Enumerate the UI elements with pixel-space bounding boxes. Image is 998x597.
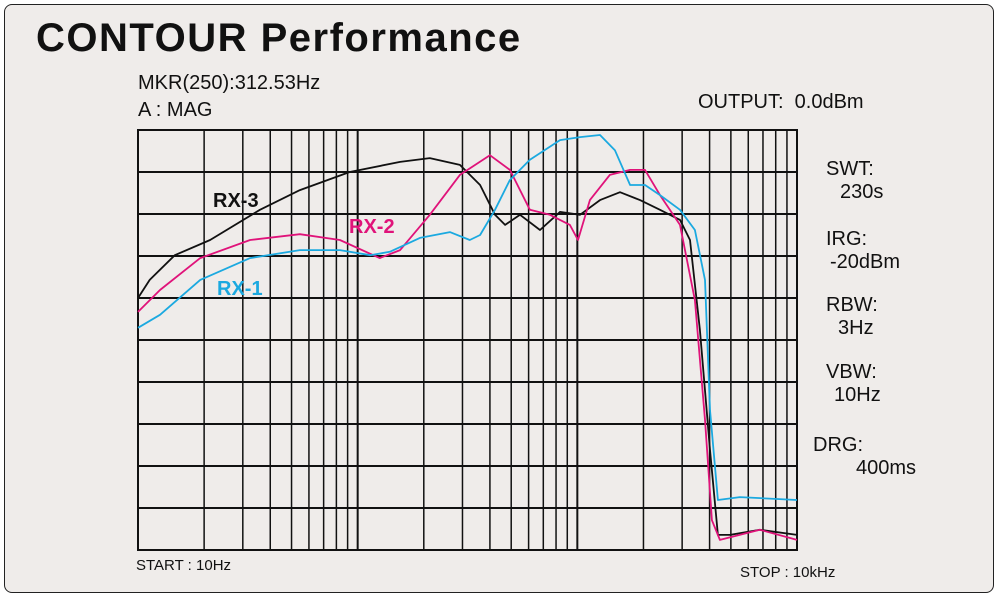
- irg-label: IRG:: [826, 228, 868, 250]
- output-level: OUTPUT: 0.0dBm: [698, 91, 864, 113]
- series-label-rx-3: RX-3: [213, 190, 259, 212]
- vbw-value: 10Hz: [834, 384, 881, 406]
- trace-mode: A : MAG: [138, 99, 213, 121]
- series-label-rx-1: RX-1: [217, 278, 263, 300]
- series-line-rx-2: [137, 154, 798, 541]
- rbw-label: RBW:: [826, 294, 878, 316]
- irg-value: -20dBm: [830, 251, 901, 273]
- vbw-label: VBW:: [826, 361, 877, 383]
- stop-frequency: STOP : 10kHz: [740, 564, 836, 581]
- swt-label: SWT:: [826, 158, 874, 180]
- drg-value: 400ms: [856, 457, 917, 479]
- series-line-rx-1: [137, 134, 798, 501]
- plot-border: [137, 129, 798, 551]
- rbw-value: 3Hz: [838, 317, 874, 339]
- chart-title: CONTOUR Performance: [36, 16, 522, 60]
- start-frequency: START : 10Hz: [136, 557, 232, 574]
- series-line-rx-3: [137, 157, 798, 536]
- swt-value: 230s: [840, 181, 884, 203]
- marker-readout: MKR(250):312.53Hz: [138, 72, 321, 94]
- drg-label: DRG:: [813, 434, 863, 456]
- series-label-rx-2: RX-2: [349, 216, 395, 238]
